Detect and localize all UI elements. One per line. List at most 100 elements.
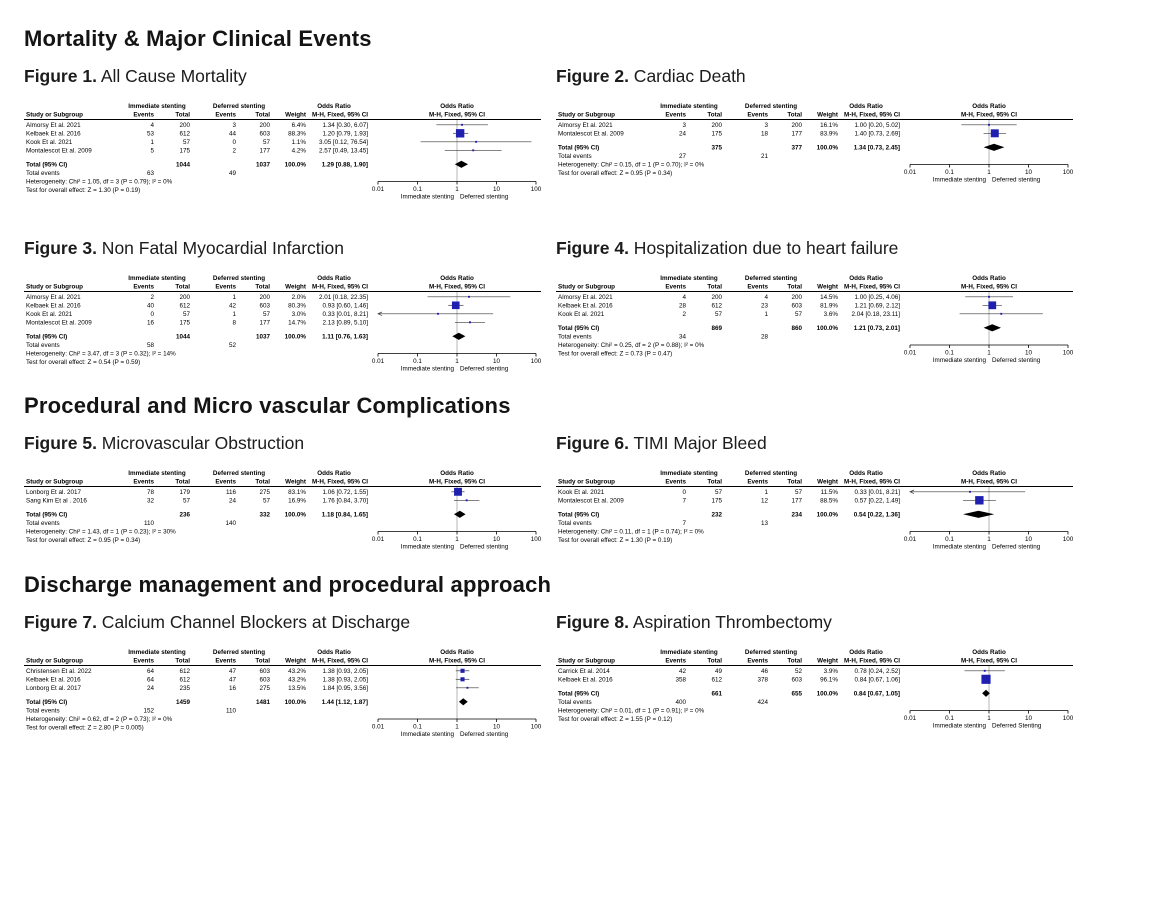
axis-label-left: Immediate stenting	[401, 731, 455, 738]
axis-tick-label: 10	[493, 536, 501, 543]
study-name: Montalescot Et al. 2009	[26, 148, 92, 155]
total1-col-header: Total	[175, 657, 190, 664]
group2-header: Deferred stenting	[745, 103, 797, 110]
study-name: Montalescot Et al. 2009	[26, 319, 92, 326]
study-square	[469, 320, 471, 323]
axis-tick-label: 0.01	[372, 358, 385, 365]
study-square	[1000, 312, 1003, 315]
plot-or-header: Odds Ratio	[440, 275, 474, 282]
or-header: Odds Ratio	[317, 103, 351, 110]
total-total1: 1044	[176, 333, 191, 340]
total-events1: 63	[147, 170, 155, 177]
total-total2: 1037	[256, 333, 271, 340]
figure-label: Figure 2.	[556, 66, 629, 86]
forest-plot: Immediate stenting Deferred stenting Odds …	[24, 103, 542, 201]
total-ci-text: 1.21 [0.73, 2.01]	[854, 325, 900, 332]
group2-header: Deferred stenting	[213, 275, 265, 282]
study-ci-text: 2.13 [0.89, 5.10]	[322, 319, 368, 326]
study-name: Lonborg Et al. 2017	[26, 685, 81, 692]
study-square	[988, 123, 990, 126]
total-events2: 140	[225, 520, 236, 527]
axis-tick-label: 1	[987, 715, 991, 722]
axis-tick-label: 0.1	[945, 349, 954, 356]
total-diamond	[963, 510, 995, 518]
study-ci-text: 0.33 [0.01, 8.21]	[854, 489, 900, 496]
study-events2: 3	[232, 122, 236, 129]
forest-plot-figure: Figure 8. Aspiration Thrombectomy Immedia…	[556, 600, 1074, 745]
study-square	[988, 300, 997, 309]
total-events-label: Total events	[558, 699, 592, 706]
total1-col-header: Total	[707, 283, 722, 290]
total1-col-header: Total	[175, 479, 190, 486]
total-events-label: Total events	[26, 520, 60, 527]
study-ci-text: 0.57 [0.22, 1.49]	[854, 498, 900, 505]
figure-title: Aspiration Thrombectomy	[628, 611, 832, 632]
total-events2: 21	[761, 153, 769, 160]
study-events1: 24	[147, 685, 155, 692]
study-events2: 4	[764, 294, 768, 301]
weight-col-header: Weight	[817, 283, 839, 290]
study-events1: 42	[679, 668, 687, 675]
axis-tick-label: 10	[493, 723, 501, 730]
total2-col-header: Total	[255, 112, 270, 119]
forest-plot-figure: Figure 3. Non Fatal Myocardial Infarctio…	[24, 226, 542, 380]
study-events1: 40	[147, 302, 155, 309]
figure-title: TIMI Major Bleed	[628, 433, 767, 453]
section-procedural: Procedural and Micro vascular Complicati…	[24, 393, 1136, 558]
total-events1: 152	[143, 707, 154, 714]
axis-label-right: Deferred stenting	[992, 544, 1041, 551]
events1-col-header: Events	[665, 657, 686, 664]
study-events1: 32	[147, 498, 155, 505]
total-weight: 100.0%	[817, 145, 839, 152]
study-events1: 53	[147, 131, 155, 138]
study-total1: 612	[179, 131, 190, 138]
total-events-label: Total events	[26, 170, 60, 177]
study-total2: 57	[263, 139, 271, 146]
study-total2: 57	[263, 498, 271, 505]
total-diamond	[982, 689, 990, 697]
study-events1: 4	[682, 294, 686, 301]
total-label: Total (95% CI)	[558, 325, 599, 332]
study-total1: 612	[179, 302, 190, 309]
axis-tick-label: 100	[531, 358, 541, 365]
total-weight: 100.0%	[285, 512, 307, 519]
plot-method-header: M-H, Fixed, 95% CI	[961, 479, 1017, 486]
figure-title: Cardiac Death	[628, 66, 746, 86]
events1-col-header: Events	[133, 657, 154, 664]
total-ci-text: 1.29 [0.88, 1.90]	[322, 162, 368, 169]
plot-method-header: M-H, Fixed, 95% CI	[961, 283, 1017, 290]
total-events1: 34	[679, 333, 687, 340]
study-ci-text: 1.38 [0.93, 2.05]	[322, 676, 368, 683]
total-total2: 1481	[256, 699, 271, 706]
axis-tick-label: 0.01	[372, 186, 385, 193]
study-total2: 200	[791, 294, 802, 301]
study-total1: 200	[179, 122, 190, 129]
group2-header: Deferred stenting	[213, 470, 265, 477]
group1-header: Immediate stenting	[128, 649, 186, 656]
study-events1: 64	[147, 676, 155, 683]
figure-title: Microvascular Obstruction	[96, 433, 305, 453]
study-weight: 16.9%	[288, 498, 306, 505]
study-weight: 4.2%	[292, 148, 307, 155]
or-header: Odds Ratio	[317, 275, 351, 282]
weight-col-header: Weight	[285, 283, 307, 290]
study-ci-text: 1.76 [0.84, 3.70]	[322, 498, 368, 505]
total-events2: 52	[229, 342, 237, 349]
method-col-header: M-H, Fixed, 95% CI	[844, 657, 900, 664]
axis-tick-label: 100	[1063, 349, 1073, 356]
axis-tick-label: 0.1	[413, 536, 422, 543]
total2-col-header: Total	[787, 112, 802, 119]
total-diamond	[454, 160, 469, 168]
total-ci-text: 1.44 [1.12, 1.87]	[322, 699, 368, 706]
axis-tick-label: 0.01	[372, 536, 385, 543]
study-square	[981, 674, 991, 684]
heterogeneity-text: Heterogeneity: Chi² = 1.43, df = 1 (P = …	[26, 529, 176, 536]
method-col-header: M-H, Fixed, 95% CI	[312, 479, 368, 486]
study-total2: 603	[259, 668, 270, 675]
study-weight: 88.3%	[288, 131, 306, 138]
study-events1: 24	[679, 131, 687, 138]
axis-label-left: Immediate stenting	[401, 365, 455, 372]
study-name: Carrick Et al. 2014	[558, 668, 610, 675]
study-total2: 177	[791, 498, 802, 505]
study-events1: 16	[147, 319, 155, 326]
